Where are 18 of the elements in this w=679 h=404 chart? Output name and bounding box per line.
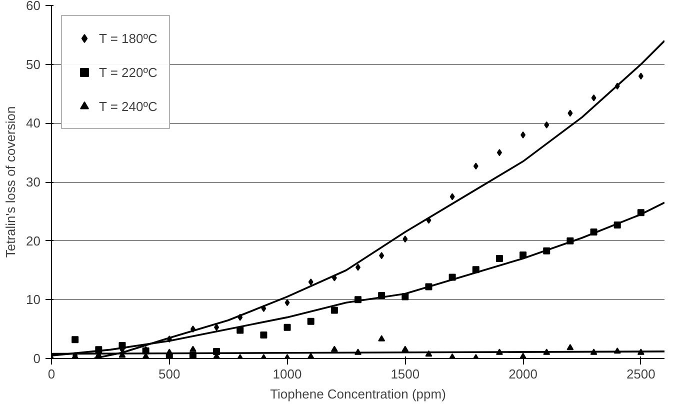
y-axis-title: Tetralin's loss of coversion — [3, 106, 18, 258]
y-tick-label: 30 — [26, 174, 41, 190]
x-tick-label: 500 — [158, 366, 180, 382]
x-tick-label: 2500 — [626, 366, 656, 382]
x-tick-label: 2000 — [508, 366, 538, 382]
legend-label: T = 220ºC — [99, 64, 158, 80]
y-tick-label: 40 — [26, 116, 41, 131]
y-tick-label: 50 — [26, 56, 41, 72]
x-tick-label: 1500 — [390, 366, 420, 382]
y-tick-label: 20 — [26, 233, 41, 248]
legend-label: T = 240ºC — [99, 98, 158, 114]
legend-label: T = 180ºC — [99, 30, 158, 46]
y-tick-label: 60 — [26, 0, 41, 13]
y-tick-label: 10 — [26, 292, 41, 308]
x-tick-label: 0 — [48, 366, 56, 382]
x-tick-label: 1000 — [272, 366, 302, 382]
x-axis-title: Tiophene Concentration (ppm) — [270, 386, 446, 402]
y-tick-label: 0 — [33, 351, 41, 366]
